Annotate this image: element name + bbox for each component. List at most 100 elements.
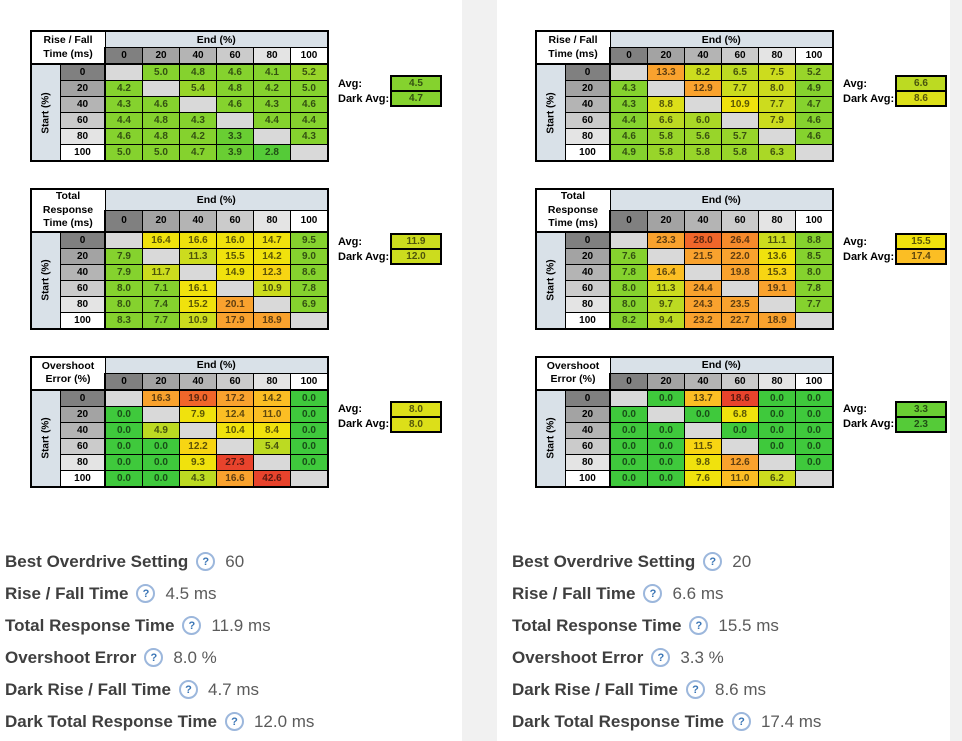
heat-cell bbox=[758, 128, 796, 145]
row-header: 100 bbox=[60, 144, 106, 162]
heat-cell: 5.2 bbox=[795, 63, 834, 81]
heat-cell: 26.4 bbox=[721, 231, 759, 249]
heat-cell: 7.9 bbox=[758, 112, 796, 129]
col-header: 60 bbox=[721, 47, 759, 65]
row-header: 100 bbox=[565, 144, 611, 162]
heat-cell: 4.4 bbox=[104, 112, 143, 129]
help-icon[interactable]: ? bbox=[703, 552, 723, 572]
heat-cell bbox=[253, 128, 291, 145]
heat-cell: 11.0 bbox=[721, 469, 759, 488]
start-axis-text: Start (%) bbox=[545, 259, 557, 301]
stat-value: 6.6 ms bbox=[672, 583, 724, 603]
help-icon[interactable]: ? bbox=[685, 680, 705, 700]
help-icon[interactable]: ? bbox=[224, 712, 244, 732]
row-header: 0 bbox=[565, 63, 611, 81]
help-icon[interactable]: ? bbox=[182, 616, 202, 636]
heat-cell: 8.2 bbox=[684, 63, 722, 81]
col-header: 100 bbox=[290, 47, 329, 65]
heat-cell: 9.3 bbox=[179, 453, 217, 471]
dark-avg-row: Dark Avg: 4.7 bbox=[338, 90, 442, 107]
right-edge-strip bbox=[950, 0, 962, 741]
avg-summary: Avg: 8.0 Dark Avg: 8.0 bbox=[338, 400, 442, 433]
heat-cell: 0.0 bbox=[647, 453, 685, 471]
col-header: 40 bbox=[684, 372, 722, 391]
heat-cell bbox=[721, 279, 759, 297]
avg-label: Avg: bbox=[338, 235, 363, 248]
heat-cell: 8.6 bbox=[290, 263, 329, 281]
start-axis-text: Start (%) bbox=[545, 91, 557, 134]
stat-value: 8.6 ms bbox=[714, 679, 767, 699]
heat-cell: 7.1 bbox=[142, 279, 180, 297]
end-axis-label: End (%) bbox=[609, 356, 834, 374]
tables-area: Rise / Fall Time (ms) End (%) 0 20 40 60 80 100 S… bbox=[497, 0, 950, 488]
heat-cell bbox=[609, 63, 648, 81]
stat-label: Total Response Time bbox=[5, 615, 175, 635]
row-header: 20 bbox=[565, 247, 611, 265]
row-header: 0 bbox=[565, 231, 611, 249]
help-icon[interactable]: ? bbox=[651, 648, 671, 668]
col-header: 20 bbox=[142, 209, 180, 233]
heat-cell bbox=[104, 389, 143, 407]
row-header: 20 bbox=[565, 405, 611, 423]
heat-cell: 4.2 bbox=[104, 80, 143, 97]
heat-cell: 8.0 bbox=[104, 295, 143, 313]
row-header: 0 bbox=[60, 389, 106, 407]
help-icon[interactable]: ? bbox=[643, 584, 663, 604]
help-icon[interactable]: ? bbox=[731, 712, 751, 732]
heat-cell: 17.9 bbox=[216, 311, 254, 330]
heat-cell: 7.7 bbox=[721, 80, 759, 97]
heat-cell bbox=[104, 231, 143, 249]
avg-label: Avg: bbox=[843, 403, 868, 416]
stat-total-response-time: Total Response Time? 15.5 ms bbox=[512, 610, 950, 642]
stat-value: 12.0 ms bbox=[253, 711, 315, 731]
help-icon[interactable]: ? bbox=[136, 584, 156, 604]
heat-cell: 16.3 bbox=[142, 389, 180, 407]
heat-cell: 12.3 bbox=[253, 263, 291, 281]
dark-avg-label: Dark Avg: bbox=[843, 250, 895, 263]
rise-fall-title: Rise / Fall Time (ms) bbox=[30, 30, 106, 65]
col-header: 80 bbox=[758, 372, 796, 391]
heat-cell: 5.2 bbox=[290, 63, 329, 81]
heat-cell bbox=[647, 405, 685, 423]
avg-row: Avg: 6.6 bbox=[843, 75, 947, 92]
col-header: 80 bbox=[758, 47, 796, 65]
avg-label: Avg: bbox=[338, 403, 363, 416]
stat-value: 8.0 % bbox=[173, 647, 217, 667]
heat-cell: 0.0 bbox=[142, 469, 180, 488]
table-title-line: Overshoot bbox=[41, 359, 95, 372]
row-header: 60 bbox=[565, 437, 611, 455]
heat-cell: 4.1 bbox=[253, 63, 291, 81]
heat-cell: 8.2 bbox=[609, 311, 648, 330]
help-icon[interactable]: ? bbox=[689, 616, 709, 636]
heat-cell: 27.3 bbox=[216, 453, 254, 471]
heat-cell: 0.0 bbox=[609, 421, 648, 439]
heat-cell: 8.8 bbox=[795, 231, 834, 249]
table-title-line: Total Response bbox=[547, 190, 599, 216]
table-title-line: Total Response bbox=[42, 190, 94, 216]
row-header: 60 bbox=[60, 279, 106, 297]
panel-60hz: Rise / Fall Time (ms) End (%) 0 20 40 60 80 100 S… bbox=[497, 0, 950, 741]
row-header: 0 bbox=[565, 389, 611, 407]
heat-cell: 9.8 bbox=[684, 453, 722, 471]
col-header: 80 bbox=[253, 209, 291, 233]
table-title-line: Rise / Fall bbox=[548, 33, 598, 46]
heat-cell: 7.8 bbox=[609, 263, 648, 281]
heat-cell: 0.0 bbox=[290, 389, 329, 407]
heat-cell: 5.7 bbox=[721, 128, 759, 145]
end-axis-label: End (%) bbox=[609, 30, 834, 48]
help-icon[interactable]: ? bbox=[178, 680, 198, 700]
col-header: 20 bbox=[142, 372, 180, 391]
heat-cell: 0.0 bbox=[647, 421, 685, 439]
col-header: 80 bbox=[758, 209, 796, 233]
heat-cell: 4.6 bbox=[216, 63, 254, 81]
row-header: 100 bbox=[60, 469, 106, 488]
help-icon[interactable]: ? bbox=[196, 552, 216, 572]
heat-cell: 4.6 bbox=[795, 128, 834, 145]
start-axis-text: Start (%) bbox=[545, 417, 557, 459]
heat-cell: 4.4 bbox=[290, 112, 329, 129]
panel-divider bbox=[462, 0, 497, 741]
help-icon[interactable]: ? bbox=[144, 648, 164, 668]
heat-cell bbox=[684, 421, 722, 439]
heat-cell: 9.5 bbox=[290, 231, 329, 249]
stat-best-overdrive-setting: Best Overdrive Setting? 20 bbox=[512, 546, 950, 578]
